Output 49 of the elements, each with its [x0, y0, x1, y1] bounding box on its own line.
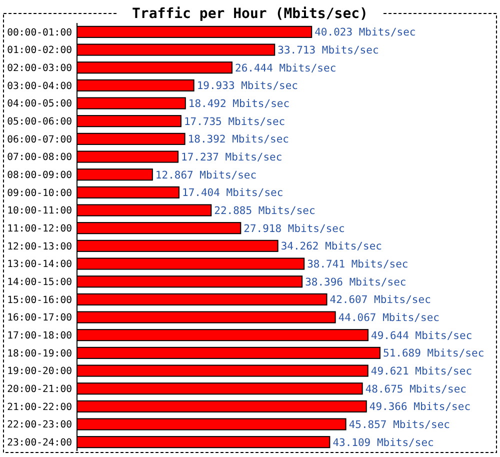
y-tick-label: 01:00-02:00 [7, 45, 72, 56]
y-tick-label: 21:00-22:00 [7, 402, 72, 413]
y-tick-label: 04:00-05:00 [7, 98, 72, 110]
data-label: 51.689 Mbits/sec [383, 348, 484, 360]
y-tick-label: 19:00-20:00 [7, 366, 72, 378]
data-label: 49.366 Mbits/sec [369, 401, 471, 414]
data-label: 38.741 Mbits/sec [307, 258, 408, 270]
data-label: 18.392 Mbits/sec [188, 134, 289, 146]
data-label: 49.644 Mbits/sec [371, 330, 472, 342]
data-label: 12.867 Mbits/sec [155, 169, 257, 182]
data-label: 18.492 Mbits/sec [188, 98, 290, 110]
data-label: 40.023 Mbits/sec [314, 26, 416, 39]
y-tick-label: 14:00-15:00 [7, 277, 72, 288]
data-label: 17.404 Mbits/sec [182, 187, 284, 200]
y-tick-label: 07:00-08:00 [7, 152, 72, 164]
data-label: 33.713 Mbits/sec [278, 44, 379, 56]
y-tick-label: 09:00-10:00 [7, 188, 72, 199]
data-label: 48.675 Mbits/sec [365, 383, 466, 396]
data-label: 26.444 Mbits/sec [235, 62, 336, 74]
data-label: 17.735 Mbits/sec [184, 116, 286, 128]
chart-title: Traffic per Hour (Mbits/sec) [132, 6, 368, 22]
data-label: 34.262 Mbits/sec [280, 240, 382, 253]
y-tick-label: 12:00-13:00 [7, 241, 72, 252]
y-tick-label: 00:00-01:00 [7, 27, 72, 38]
data-label: 17.237 Mbits/sec [181, 151, 282, 164]
y-tick-label: 10:00-11:00 [7, 206, 72, 217]
data-label: 38.396 Mbits/sec [305, 276, 406, 288]
data-label: 49.621 Mbits/sec [370, 365, 472, 378]
data-label: 45.857 Mbits/sec [348, 418, 450, 431]
y-tick-label: 02:00-03:00 [7, 63, 72, 74]
data-label: 43.109 Mbits/sec [332, 436, 434, 449]
y-tick-label: 16:00-17:00 [7, 312, 72, 324]
y-tick-label: 22:00-23:00 [7, 420, 72, 431]
data-label: 22.885 Mbits/sec [214, 204, 316, 217]
y-tick-label: 11:00-12:00 [7, 224, 72, 235]
y-tick-label: 05:00-06:00 [7, 116, 72, 128]
data-label: 19.933 Mbits/sec [196, 80, 298, 92]
y-tick-label: 15:00-16:00 [7, 294, 72, 306]
data-label: 27.918 Mbits/sec [244, 222, 345, 235]
y-tick-label: 06:00-07:00 [7, 134, 72, 146]
y-tick-label: 18:00-19:00 [7, 348, 72, 360]
data-label: 44.067 Mbits/sec [338, 312, 440, 324]
y-tick-label: 20:00-21:00 [7, 384, 72, 396]
y-tick-label: 13:00-14:00 [7, 259, 72, 270]
y-tick-label: 23:00-24:00 [7, 438, 72, 449]
data-label: 42.607 Mbits/sec [330, 294, 431, 306]
y-tick-label: 17:00-18:00 [7, 330, 72, 342]
y-tick-label: 08:00-09:00 [7, 170, 72, 182]
y-tick-label: 03:00-04:00 [7, 80, 72, 92]
